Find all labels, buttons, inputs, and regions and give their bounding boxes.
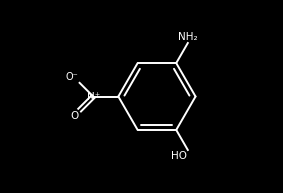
Text: O⁻: O⁻: [66, 72, 79, 82]
Text: HO: HO: [171, 151, 187, 161]
Text: N⁺: N⁺: [87, 91, 100, 102]
Text: NH₂: NH₂: [178, 32, 198, 42]
Text: O: O: [70, 111, 79, 121]
